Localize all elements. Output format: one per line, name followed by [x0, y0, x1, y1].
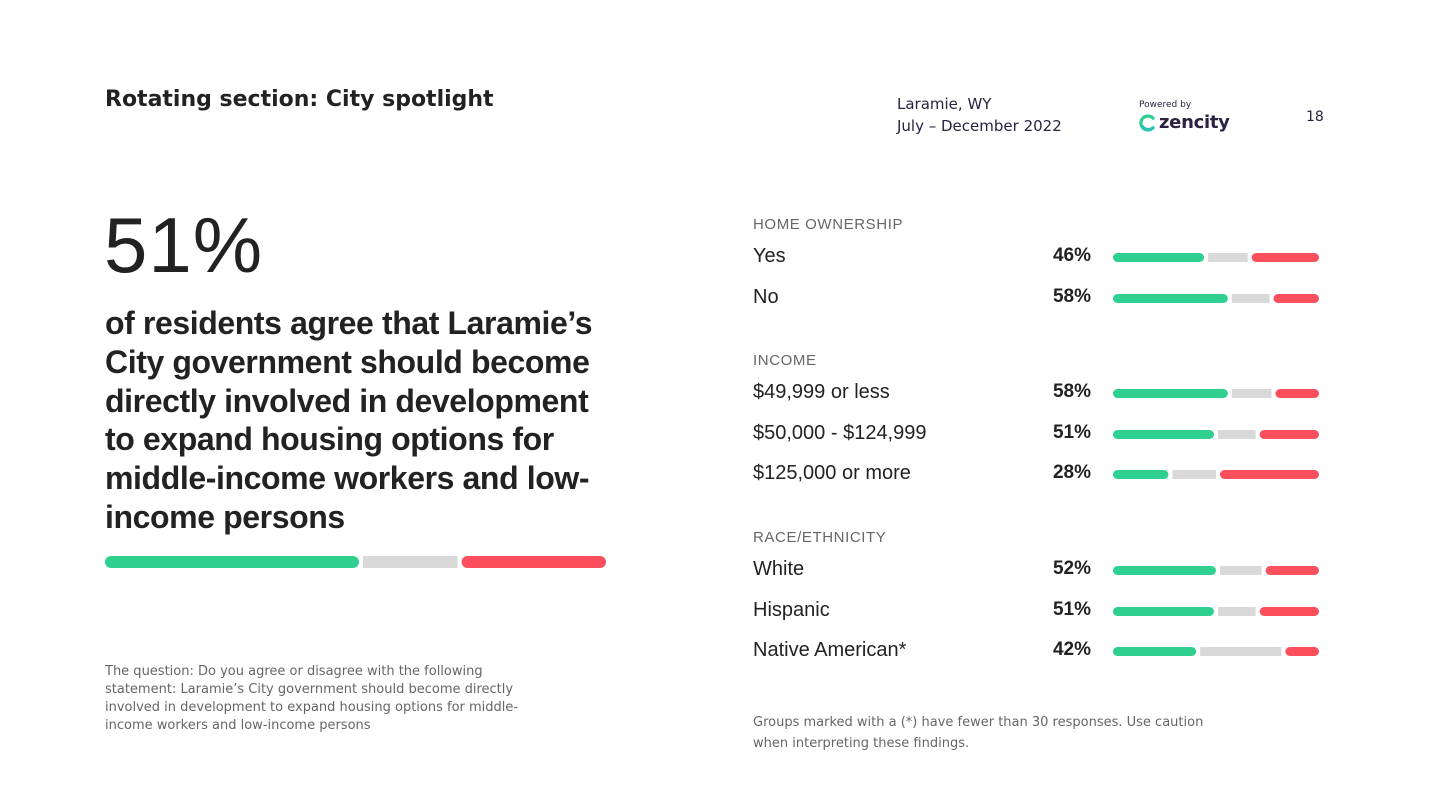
row-bar-disagree-segment: [1285, 647, 1319, 657]
row-stacked-bar: [1113, 606, 1319, 616]
row-bar-neutral-segment: [1219, 566, 1262, 575]
powered-by-badge: Powered by zencity: [1139, 100, 1230, 133]
row-value: 58%: [1052, 285, 1091, 307]
zencity-logo-icon: [1139, 113, 1155, 132]
row-stacked-bar: [1113, 293, 1319, 303]
row-bar-disagree-segment: [1251, 253, 1319, 262]
row-bar-disagree-segment: [1259, 429, 1319, 439]
group-title: INCOME: [753, 352, 817, 369]
overall-bar-disagree-segment: [461, 556, 606, 568]
row-stacked-bar: [1113, 566, 1319, 575]
row-bar-neutral-segment: [1208, 253, 1248, 262]
row-label: $50,000 - $124,999: [753, 421, 927, 444]
row-value: 46%: [1052, 245, 1091, 266]
group-title: RACE/ETHNICITY: [753, 529, 887, 546]
breakdown-row: Hispanic 51%: [753, 599, 1323, 625]
page-number: 18: [1306, 109, 1324, 125]
row-stacked-bar: [1113, 429, 1319, 439]
row-stacked-bar: [1113, 470, 1319, 480]
row-stacked-bar: [1113, 647, 1319, 657]
row-bar-agree-segment: [1113, 429, 1214, 439]
row-value: 52%: [1052, 558, 1091, 579]
row-bar-disagree-segment: [1275, 389, 1319, 398]
row-label: Hispanic: [753, 598, 830, 621]
overall-bar-neutral-segment: [362, 556, 458, 568]
headline-percent: 51%: [104, 201, 264, 289]
brand-name: zencity: [1159, 112, 1230, 133]
row-bar-neutral-segment: [1200, 647, 1282, 657]
row-bar-neutral-segment: [1217, 606, 1256, 616]
breakdown-row: $49,999 or less 58%: [753, 381, 1323, 407]
breakdown-row: $50,000 - $124,999 51%: [753, 422, 1323, 448]
overall-bar-agree-segment: [105, 556, 359, 568]
breakdown-row: $125,000 or more 28%: [753, 462, 1323, 488]
headline-text: of residents agree that Laramie’s City g…: [105, 305, 593, 535]
breakdown-row: White 52%: [753, 558, 1323, 584]
row-value: 51%: [1052, 421, 1091, 443]
row-bar-agree-segment: [1113, 470, 1169, 480]
report-meta: Laramie, WY July – December 2022: [897, 93, 1062, 137]
row-bar-agree-segment: [1113, 293, 1228, 303]
section-title: Rotating section: City spotlight: [105, 87, 494, 112]
row-bar-disagree-segment: [1273, 293, 1319, 303]
row-value: 42%: [1052, 639, 1091, 661]
row-bar-neutral-segment: [1231, 389, 1272, 398]
row-bar-disagree-segment: [1265, 566, 1319, 575]
footnote: Groups marked with a (*) have fewer than…: [753, 715, 1204, 751]
row-value: 58%: [1052, 381, 1091, 402]
row-bar-disagree-segment: [1220, 470, 1319, 480]
row-value: 51%: [1052, 598, 1091, 620]
row-bar-agree-segment: [1113, 389, 1228, 398]
question-text: The question: Do you agree or disagree w…: [105, 664, 519, 733]
breakdown-row: Yes 46%: [753, 245, 1323, 271]
row-stacked-bar: [1113, 253, 1319, 262]
breakdown-row: No 58%: [753, 286, 1323, 312]
row-label: No: [753, 285, 779, 308]
row-label: White: [753, 558, 805, 580]
row-stacked-bar: [1113, 389, 1319, 398]
powered-by-label: Powered by: [1139, 100, 1192, 110]
row-bar-agree-segment: [1113, 606, 1214, 616]
brand-logo: zencity: [1139, 112, 1230, 133]
row-label: Native American*: [753, 639, 907, 662]
group-title: HOME OWNERSHIP: [753, 216, 904, 233]
row-bar-neutral-segment: [1231, 293, 1270, 303]
location: Laramie, WY: [897, 95, 992, 113]
row-bar-agree-segment: [1113, 647, 1197, 657]
overall-stacked-bar: [105, 556, 606, 568]
row-bar-agree-segment: [1113, 566, 1216, 575]
row-bar-neutral-segment: [1172, 470, 1216, 480]
row-label: $49,999 or less: [753, 381, 890, 403]
row-bar-agree-segment: [1113, 253, 1205, 262]
row-bar-neutral-segment: [1217, 429, 1256, 439]
row-value: 28%: [1052, 462, 1091, 484]
row-bar-disagree-segment: [1259, 606, 1319, 616]
row-label: Yes: [753, 245, 786, 267]
row-label: $125,000 or more: [753, 462, 911, 485]
period: July – December 2022: [897, 117, 1062, 135]
breakdown-row: Native American* 42%: [753, 639, 1323, 665]
